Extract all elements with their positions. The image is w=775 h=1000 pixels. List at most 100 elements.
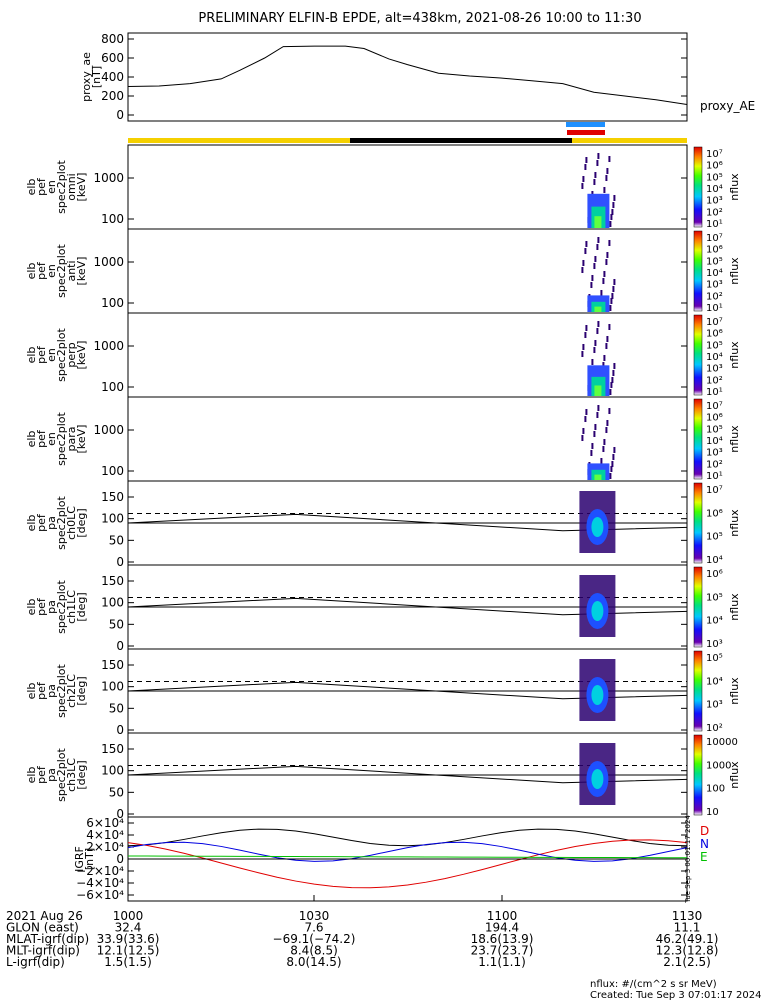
spectrum-pixel <box>606 336 609 342</box>
y-tick-label: 100 <box>101 596 124 610</box>
ylabel-line: [deg] <box>75 760 88 789</box>
ylabel-line: [keV] <box>75 425 88 454</box>
spectrum-pixel <box>609 305 612 311</box>
y-tick-label: 1000 <box>93 255 124 269</box>
colorbar-tick: 10¹ <box>706 219 723 230</box>
y-tick-label: 2×10⁴ <box>86 840 124 854</box>
colorbar <box>693 398 703 480</box>
y-tick-label: 0 <box>116 807 124 821</box>
y-tick-label: 100 <box>101 296 124 310</box>
spectrum-pixel <box>585 241 588 247</box>
plot-layer: proxy_ae[nT]8006004002000proxy_AEelbpefe… <box>6 32 755 969</box>
colorbar-tick: 10⁵ <box>706 340 723 351</box>
ylabel-line: spec2plot <box>55 160 68 214</box>
footer-value: 23.7(23.7) <box>471 944 534 958</box>
footer-value: 1030 <box>299 909 330 923</box>
colorbar-label: nflux <box>728 257 741 285</box>
colorbar-tick: 10³ <box>706 364 723 375</box>
y-tick-label: −4×10⁴ <box>76 876 124 890</box>
ylabel-line: [keV] <box>75 173 88 202</box>
spectrum-pixel <box>594 340 597 346</box>
colorbar-tick: 10⁷ <box>706 317 723 328</box>
colorbar-tick: 10³ <box>706 639 723 650</box>
colorbar-tick: 10⁷ <box>706 401 723 412</box>
colorbar-label: nflux <box>728 425 741 453</box>
igrf-e-line <box>127 855 688 859</box>
spectrum-pixel <box>613 447 616 453</box>
y-tick-label: 50 <box>109 701 124 715</box>
footer-value: 12.3(12.8) <box>656 944 719 958</box>
marker-blue <box>566 122 605 127</box>
marker-red <box>567 130 605 135</box>
ylabel-line: pef <box>35 261 48 280</box>
ylabel-line: [deg] <box>75 508 88 537</box>
spectrum-pixel <box>603 439 606 445</box>
footer-value: 11.1 <box>674 921 701 935</box>
sunlight-bar-segment <box>572 138 687 143</box>
y-tick-label: 200 <box>101 89 124 103</box>
igrf-n-line <box>127 841 688 862</box>
spectrum-pixel <box>610 298 613 304</box>
sunlight-bar-segment <box>128 138 350 143</box>
footer: nflux: #/(cm^2 s sr MeV) Created: Tue Se… <box>590 979 762 1000</box>
y-tick-label: 50 <box>109 617 124 631</box>
colorbar-tick: 10000 <box>706 737 738 748</box>
spectrum-pixel <box>593 347 596 353</box>
y-tick-label: 100 <box>101 680 124 694</box>
spectrum-pixel <box>612 286 615 292</box>
spectrum-pixel <box>596 412 599 418</box>
igrf-total-line <box>127 828 688 847</box>
spectrum-core <box>594 385 602 396</box>
panel-frame <box>127 32 688 122</box>
spectrum-pixel <box>608 408 611 414</box>
y-tick-label: −2×10⁴ <box>76 864 124 878</box>
ylabel-line: pa <box>45 516 58 530</box>
y-tick-label: 1000 <box>93 339 124 353</box>
spectrum-pixel <box>590 450 593 456</box>
footer-row-label: L-igrf(dip) <box>6 955 65 969</box>
igrf-legend-D: D <box>700 824 709 838</box>
ylabel-line: [keV] <box>75 341 88 370</box>
colorbar-tick: 10⁷ <box>706 485 723 496</box>
panel-igrf: IGRF[nT] 6×10⁴4×10⁴2×10⁴0−2×10⁴−4×10⁴−6×1… <box>73 815 709 904</box>
spectrum-pixel <box>582 260 585 266</box>
y-tick-label: 100 <box>101 764 124 778</box>
y-tick-label: 0 <box>116 639 124 653</box>
footer-value: 12.1(12.5) <box>97 944 160 958</box>
plot-title: PRELIMINARY ELFIN-B EPDE, alt=438km, 202… <box>198 11 641 26</box>
spectrum-pixel <box>600 458 603 464</box>
y-tick-label: 50 <box>109 785 124 799</box>
y-tick-label: 600 <box>101 51 124 65</box>
ylabel-line: [nT] <box>90 66 103 88</box>
colorbar <box>693 650 703 732</box>
spectrum-pixel <box>597 153 600 159</box>
pa-core <box>591 517 604 537</box>
colorbar-tick: 10³ <box>706 196 723 207</box>
ylabel-line: ch3LC <box>65 758 78 792</box>
spectrum-pixel <box>581 267 584 273</box>
ylabel-line: pa <box>45 684 58 698</box>
colorbar-tick: 10⁴ <box>706 268 723 279</box>
ylabel-line: en <box>45 432 58 446</box>
y-tick-label: 150 <box>101 658 124 672</box>
spectrum-pixel <box>594 172 597 178</box>
ylabel-line: en <box>45 348 58 362</box>
ylabel-line: pef <box>35 597 48 616</box>
ylabel-line: elb <box>25 767 38 784</box>
spectrum-pixel <box>597 405 600 411</box>
footer-value: 18.6(13.9) <box>471 932 534 946</box>
colorbar-tick: 10³ <box>706 448 723 459</box>
spectrum-pixel <box>613 195 616 201</box>
ylabel-line: [deg] <box>75 592 88 621</box>
ylabel-line: pef <box>35 765 48 784</box>
footer-value: 33.9(33.6) <box>97 932 160 946</box>
footer-value: 32.4 <box>115 921 142 935</box>
panel-proxy_ae: proxy_ae[nT] 800 600 400 200 0 proxy_AE <box>80 32 755 122</box>
spectrum-pixel <box>590 282 593 288</box>
spectrum-pixel <box>613 279 616 285</box>
colorbar <box>693 734 703 816</box>
proxy-ae-line <box>127 45 688 106</box>
ylabel-line: en <box>45 264 58 278</box>
